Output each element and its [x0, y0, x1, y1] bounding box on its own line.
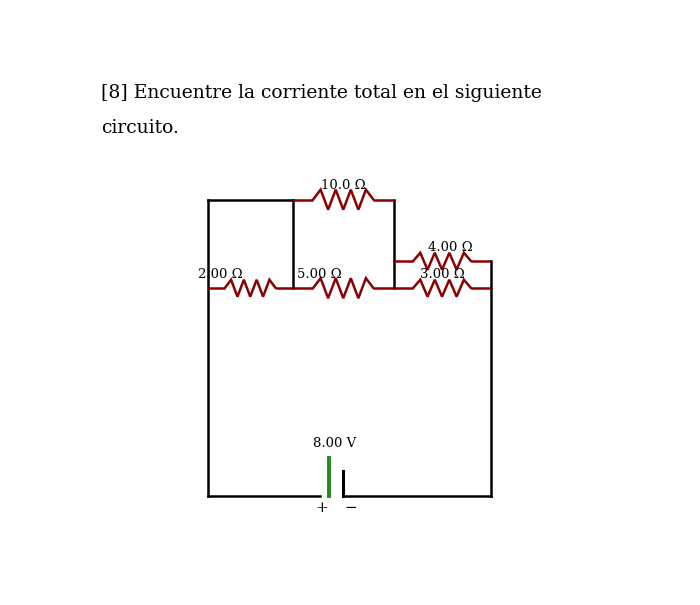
Text: 2.00 Ω: 2.00 Ω [198, 267, 243, 281]
Text: 8.00 V: 8.00 V [313, 437, 356, 450]
Text: +: + [315, 502, 328, 515]
Text: −: − [345, 502, 358, 515]
Text: circuito.: circuito. [102, 119, 179, 137]
Text: 4.00 Ω: 4.00 Ω [428, 241, 472, 253]
Text: [8] Encuentre la corriente total en el siguiente: [8] Encuentre la corriente total en el s… [102, 84, 542, 102]
Text: 5.00 Ω: 5.00 Ω [297, 267, 342, 281]
Text: 10.0 Ω: 10.0 Ω [321, 179, 365, 192]
Text: 3.00 Ω: 3.00 Ω [420, 267, 464, 281]
